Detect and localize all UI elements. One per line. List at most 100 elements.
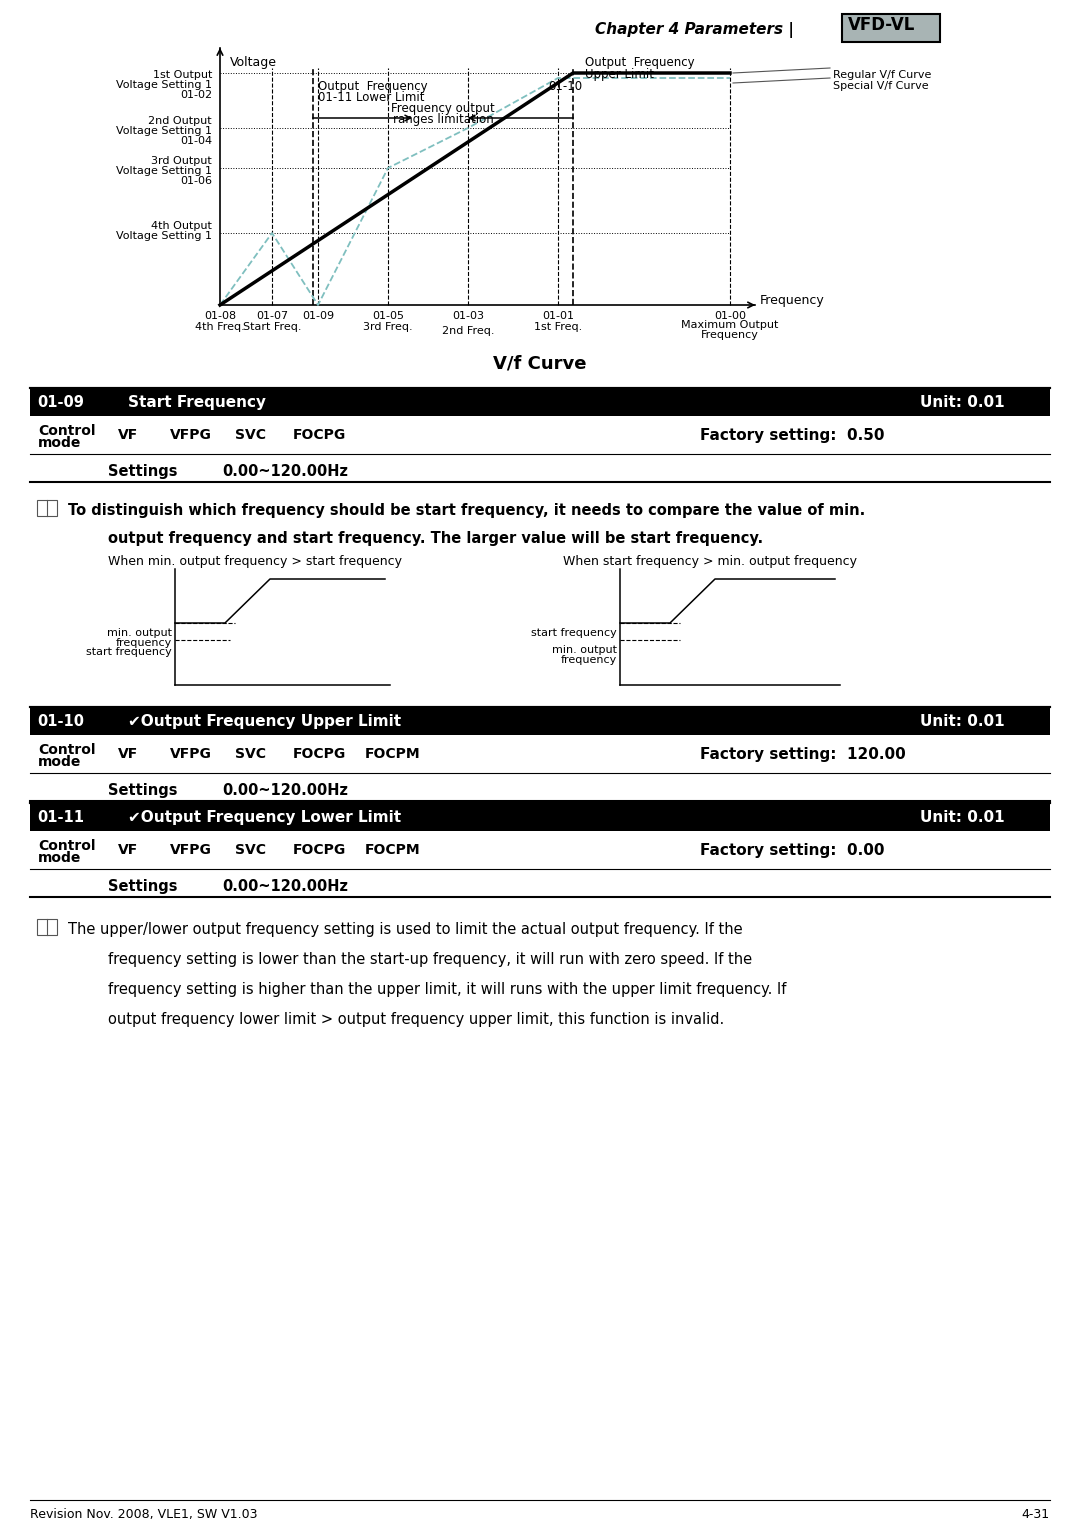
Text: 01-09: 01-09 [302, 311, 334, 321]
Text: Frequency: Frequency [701, 330, 759, 341]
Text: 01-01: 01-01 [542, 311, 573, 321]
Text: mode: mode [38, 851, 81, 865]
Text: SVC: SVC [235, 844, 266, 858]
Text: Settings: Settings [108, 879, 177, 894]
Bar [30, 388, 1050, 416]
Text: 4th Output: 4th Output [151, 221, 212, 232]
Text: Factory setting:  120.00: Factory setting: 120.00 [700, 747, 906, 762]
Text: 01-11 Lower Limit: 01-11 Lower Limit [318, 91, 424, 104]
Text: 01-10: 01-10 [548, 80, 582, 94]
Text: The upper/lower output frequency setting is used to limit the actual output freq: The upper/lower output frequency setting… [68, 922, 743, 937]
Text: 01-10: 01-10 [37, 713, 84, 729]
Bar [30, 802, 112, 831]
Bar [842, 14, 940, 41]
Text: 01-06: 01-06 [180, 176, 212, 186]
Bar [37, 919, 57, 936]
Text: Voltage Setting 1: Voltage Setting 1 [116, 80, 212, 91]
Text: 3rd Freq.: 3rd Freq. [363, 322, 413, 331]
Text: min. output: min. output [107, 627, 172, 638]
Text: frequency: frequency [561, 655, 617, 666]
Text: Output  Frequency: Output Frequency [318, 80, 428, 94]
Text: FOCPM: FOCPM [365, 844, 420, 858]
Text: frequency: frequency [116, 638, 172, 647]
Text: Start Freq.: Start Freq. [243, 322, 301, 331]
Text: Frequency: Frequency [760, 295, 825, 307]
Text: Unit: 0.01: Unit: 0.01 [920, 810, 1004, 825]
Bar [30, 802, 1050, 831]
Text: V/f Curve: V/f Curve [494, 354, 586, 373]
Text: SVC: SVC [235, 747, 266, 761]
Text: Control: Control [38, 742, 95, 756]
Text: Unit: 0.01: Unit: 0.01 [920, 713, 1004, 729]
Text: FOCPG: FOCPG [293, 844, 347, 858]
Text: ✔Output Frequency Upper Limit: ✔Output Frequency Upper Limit [129, 713, 401, 729]
Text: frequency setting is lower than the start-up frequency, it will run with zero sp: frequency setting is lower than the star… [108, 953, 752, 966]
Text: 1st Freq.: 1st Freq. [534, 322, 582, 331]
Text: When start frequency > min. output frequency: When start frequency > min. output frequ… [563, 555, 858, 568]
Text: Frequency output: Frequency output [391, 101, 495, 115]
Text: Voltage Setting 1: Voltage Setting 1 [116, 232, 212, 241]
Text: 01-00: 01-00 [714, 311, 746, 321]
Text: Voltage: Voltage [230, 57, 276, 69]
Text: 4-31: 4-31 [1022, 1508, 1050, 1522]
Text: VF: VF [118, 428, 138, 442]
Text: Factory setting:  0.00: Factory setting: 0.00 [700, 844, 885, 858]
Text: VFPG: VFPG [170, 747, 212, 761]
Bar [37, 500, 57, 515]
Text: frequency setting is higher than the upper limit, it will runs with the upper li: frequency setting is higher than the upp… [108, 982, 786, 997]
Text: To distinguish which frequency should be start frequency, it needs to compare th: To distinguish which frequency should be… [68, 503, 865, 518]
Text: mode: mode [38, 436, 81, 449]
Text: ranges limitation: ranges limitation [393, 114, 494, 126]
Text: mode: mode [38, 755, 81, 769]
Text: Special V/f Curve: Special V/f Curve [833, 81, 929, 91]
Text: Factory setting:  0.50: Factory setting: 0.50 [700, 428, 885, 443]
Text: Maximum Output: Maximum Output [681, 321, 779, 330]
Text: FOCPM: FOCPM [365, 747, 420, 761]
Text: 01-07: 01-07 [256, 311, 288, 321]
Text: 01-05: 01-05 [372, 311, 404, 321]
Text: Regular V/f Curve: Regular V/f Curve [833, 71, 931, 80]
Text: VF: VF [118, 844, 138, 858]
Text: 01-03: 01-03 [453, 311, 484, 321]
Bar [30, 707, 1050, 735]
Text: Upper Limit: Upper Limit [585, 67, 654, 81]
Text: FOCPG: FOCPG [293, 428, 347, 442]
Text: start frequency: start frequency [531, 627, 617, 638]
Text: Start Frequency: Start Frequency [129, 394, 266, 410]
Text: 4th Freq.: 4th Freq. [195, 322, 245, 331]
Text: min. output: min. output [552, 644, 617, 655]
Text: 0.00~120.00Hz: 0.00~120.00Hz [222, 879, 348, 894]
Text: output frequency and start frequency. The larger value will be start frequency.: output frequency and start frequency. Th… [108, 531, 764, 546]
Text: VFPG: VFPG [170, 844, 212, 858]
Text: 01-08: 01-08 [204, 311, 237, 321]
Text: Settings: Settings [108, 782, 177, 798]
Text: Control: Control [38, 423, 95, 439]
Text: 0.00~120.00Hz: 0.00~120.00Hz [222, 463, 348, 479]
Text: SVC: SVC [235, 428, 266, 442]
Bar [30, 707, 112, 735]
Text: 3rd Output: 3rd Output [151, 156, 212, 166]
Text: Voltage Setting 1: Voltage Setting 1 [116, 126, 212, 137]
Bar [30, 388, 112, 416]
Text: Chapter 4 Parameters |: Chapter 4 Parameters | [595, 21, 794, 38]
Text: VFPG: VFPG [170, 428, 212, 442]
Text: 2nd Output: 2nd Output [148, 117, 212, 126]
Text: Unit: 0.01: Unit: 0.01 [920, 394, 1004, 410]
Text: Control: Control [38, 839, 95, 853]
Text: VFD-VL: VFD-VL [848, 15, 916, 34]
Text: VF: VF [118, 747, 138, 761]
Text: 01-02: 01-02 [180, 91, 212, 100]
Text: ✔Output Frequency Lower Limit: ✔Output Frequency Lower Limit [129, 810, 401, 825]
Text: 01-11: 01-11 [37, 810, 84, 825]
Text: Output  Frequency: Output Frequency [585, 57, 694, 69]
Text: 0.00~120.00Hz: 0.00~120.00Hz [222, 782, 348, 798]
Text: output frequency lower limit > output frequency upper limit, this function is in: output frequency lower limit > output fr… [108, 1012, 725, 1026]
Text: Revision Nov. 2008, VLE1, SW V1.03: Revision Nov. 2008, VLE1, SW V1.03 [30, 1508, 257, 1522]
Text: FOCPG: FOCPG [293, 747, 347, 761]
Text: 1st Output: 1st Output [152, 71, 212, 80]
Text: 2nd Freq.: 2nd Freq. [442, 327, 495, 336]
Text: Settings: Settings [108, 463, 177, 479]
Text: When min. output frequency > start frequency: When min. output frequency > start frequ… [108, 555, 402, 568]
Text: Voltage Setting 1: Voltage Setting 1 [116, 166, 212, 176]
Text: 01-04: 01-04 [180, 137, 212, 146]
